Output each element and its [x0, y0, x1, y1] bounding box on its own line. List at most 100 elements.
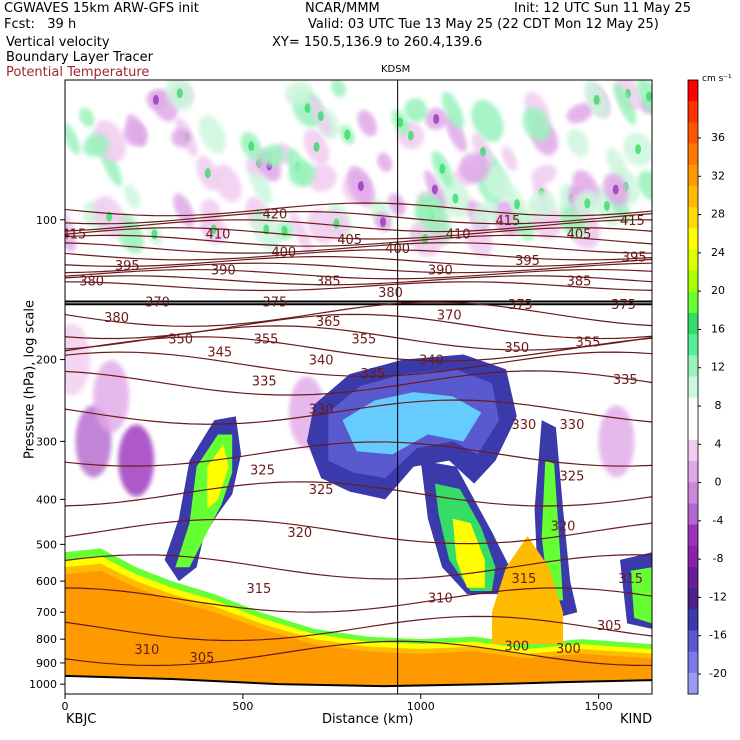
wave-core: [439, 163, 446, 174]
theta-label: 415: [496, 214, 521, 229]
theta-label: 355: [351, 332, 376, 347]
wave-blob: [471, 201, 499, 226]
theta-label: 410: [446, 227, 471, 242]
theta-label: 420: [262, 208, 287, 223]
wave-blob: [414, 198, 442, 222]
plot-frame: [64, 79, 653, 695]
theta-line: [65, 242, 652, 254]
theta-line: [65, 587, 652, 613]
wave-blob: [171, 127, 192, 148]
colorbar-swatch: [688, 672, 698, 695]
colorbar-swatch: [688, 630, 698, 653]
wave-blob: [79, 107, 95, 127]
theta-label: 320: [551, 519, 576, 534]
theta-label: 335: [252, 375, 277, 390]
wave-blob: [82, 134, 109, 157]
colorbar-swatch: [688, 291, 698, 314]
theta-line: [65, 249, 652, 261]
wave-blob: [288, 160, 316, 187]
theta-label: 305: [597, 619, 622, 634]
theta-label: 355: [576, 336, 601, 351]
wave-core: [452, 193, 459, 204]
mid-shade: [118, 424, 155, 497]
wave-blob: [387, 193, 406, 216]
colorbar-tick-label: 16: [711, 322, 725, 335]
wave-core: [645, 91, 652, 102]
header-line4-left: Boundary Layer Tracer: [6, 50, 153, 65]
colorbar-swatch: [688, 397, 698, 420]
wave-core: [635, 144, 642, 155]
theta-label: 325: [560, 469, 585, 484]
y-tick-label: 1000: [29, 678, 57, 691]
theta-label: 335: [360, 367, 385, 382]
y-tick-label: 600: [36, 575, 57, 588]
wave-core: [612, 184, 619, 195]
theta-label: 340: [309, 354, 334, 369]
theta-line: [65, 268, 652, 280]
theta-line: [65, 227, 652, 240]
theta-line: [65, 210, 652, 225]
colorbar: 36 32 28 24 20 16 12 8 4 0 -4 -8 -12 -16 -20: [687, 79, 727, 695]
wave-blob: [459, 152, 490, 183]
theta-label: 330: [309, 403, 334, 418]
wave-core: [344, 129, 351, 140]
theta-label: 390: [428, 264, 453, 279]
wave-blob: [123, 184, 141, 209]
theta-label: 345: [207, 345, 232, 360]
tracer-right-green: [630, 567, 652, 624]
theta-label: 395: [115, 259, 140, 274]
wave-core: [397, 117, 404, 128]
colorbar-tick-label: -16: [709, 629, 727, 642]
axes: 0 500 1000 1500 100 200 300 400 500 600 700 800 900 1…: [29, 79, 653, 713]
wave-core: [431, 184, 438, 195]
wave-blob: [561, 206, 585, 237]
theta-label: 305: [190, 651, 215, 666]
wave-core: [152, 94, 159, 105]
theta-label: 370: [145, 296, 170, 311]
x-tick-label: 1000: [407, 700, 435, 713]
theta-label: 395: [515, 254, 540, 269]
header-line5-left: Potential Temperature: [6, 65, 150, 80]
colorbar-frame: [687, 79, 699, 695]
theta-line: [65, 262, 652, 274]
theta-label: 310: [428, 591, 453, 606]
header-line2-right: Valid: 03 UTC Tue 13 May 25 (22 CDT Mon …: [308, 17, 659, 32]
wave-blob: [613, 83, 637, 125]
y-tick-label: 700: [36, 606, 57, 619]
theta-line: [65, 219, 652, 233]
wave-blob: [638, 170, 652, 202]
wave-blob: [248, 164, 272, 205]
theta-line: [65, 351, 652, 377]
left-station-label: KBJC: [66, 712, 97, 727]
theta-label: 330: [560, 418, 585, 433]
x-tick-label: 500: [232, 700, 253, 713]
header-line3-left: Vertical velocity: [6, 35, 110, 50]
theta-label: 415: [620, 214, 645, 229]
theta-line: [65, 202, 652, 217]
colorbar-swatch: [688, 249, 698, 272]
theta-label: 380: [79, 274, 104, 289]
colorbar-tick-label: 4: [715, 437, 722, 450]
wave-blob: [404, 97, 428, 123]
theta-label: 375: [508, 298, 533, 313]
theta-line: [65, 313, 652, 340]
theta-line: [65, 325, 652, 351]
theta-line: [65, 441, 652, 467]
colorbar-swatch: [688, 355, 698, 377]
theta-line: [65, 518, 652, 545]
theta-label: 375: [611, 298, 636, 313]
theta-label: 330: [512, 418, 537, 433]
wave-core: [176, 88, 183, 99]
vertical-velocity-shading: [65, 80, 652, 694]
wave-blob: [482, 164, 510, 200]
wave-core: [281, 225, 288, 236]
theta-line: [65, 234, 652, 247]
colorbar-swatch: [688, 270, 698, 293]
colorbar-swatch: [688, 418, 698, 441]
theta-label: 315: [246, 582, 271, 597]
colorbar-swatch: [688, 164, 698, 187]
colorbar-swatch: [688, 101, 698, 123]
colorbar-swatch: [688, 122, 698, 145]
wave-blob: [531, 164, 557, 186]
